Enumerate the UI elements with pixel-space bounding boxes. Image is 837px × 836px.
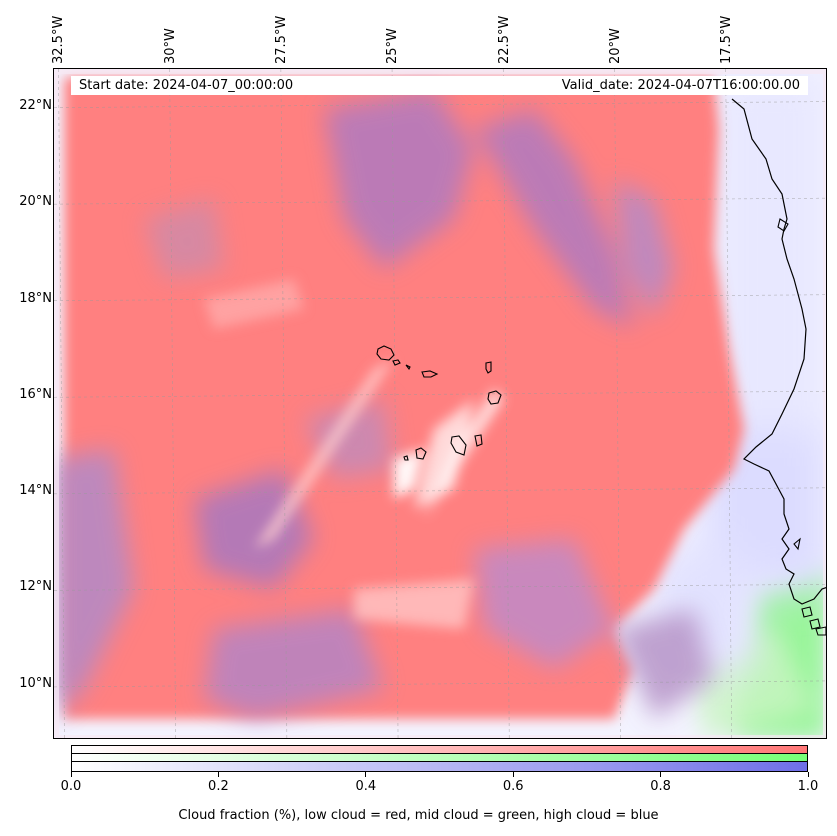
colorbar-tick-label: 0.0 [60, 779, 82, 794]
lon-label-32-5w: 32.5°W [51, 15, 66, 64]
lon-label-30w: 30°W [163, 28, 178, 64]
info-bar: Start date: 2024-04-07_00:00:00 Valid_da… [71, 76, 808, 95]
lat-label-12n: 12°N [19, 579, 52, 594]
start-date-label: Start date: 2024-04-07_00:00:00 [79, 78, 294, 93]
meridian-gridline [280, 69, 288, 738]
colorbar-tick-label: 0.4 [355, 779, 377, 794]
meridian-gridline [391, 69, 399, 738]
lat-label-20n: 20°N [19, 194, 52, 209]
colorbar-tick [217, 772, 219, 777]
colorbar-mid-cloud [72, 754, 807, 762]
island-boa-vista [487, 390, 502, 405]
lat-label-14n: 14°N [19, 483, 52, 498]
island-sal [485, 361, 492, 374]
meridian-gridline [614, 69, 621, 738]
island-santo-antao [376, 345, 395, 361]
meridian-gridline [502, 69, 510, 738]
map-panel[interactable] [53, 68, 827, 739]
bijagos-islands [777, 218, 826, 636]
island-sao-vicente [392, 359, 401, 366]
colorbar [71, 745, 808, 772]
island-sao-nicolau [421, 370, 439, 378]
meridian-gridline [58, 69, 65, 738]
cape-verde-islands [376, 345, 502, 461]
lon-label-22-5w: 22.5°W [497, 15, 512, 64]
colorbar-tick-label: 0.6 [502, 779, 524, 794]
cloud-fraction-map [54, 69, 826, 738]
colorbar-tick-label: 0.2 [208, 779, 229, 794]
lon-label-25w: 25°W [385, 28, 400, 64]
meridian-gridline [725, 69, 732, 738]
colorbar-tick [70, 772, 72, 777]
island-santiago [450, 435, 467, 456]
gridlines [54, 69, 826, 738]
valid-date-label: Valid_date: 2024-04-07T16:00:00.00 [561, 78, 800, 93]
lat-label-16n: 16°N [19, 387, 52, 402]
meridian-gridline [169, 69, 176, 738]
lon-label-17-5w: 17.5°W [719, 15, 734, 64]
colorbar-tick-label: 0.8 [650, 779, 671, 794]
island-santa-luzia [405, 364, 411, 371]
colorbar-tick [512, 772, 514, 777]
colorbar-tick [660, 772, 662, 777]
island-brava [403, 455, 409, 461]
west-africa-coastline [731, 98, 826, 605]
colorbar-tick [365, 772, 367, 777]
lat-label-18n: 18°N [19, 291, 52, 306]
lat-label-10n: 10°N [19, 676, 52, 691]
high-cloud-haze [654, 69, 826, 669]
lon-label-27-5w: 27.5°W [274, 15, 289, 64]
lat-label-22n: 22°N [19, 98, 52, 113]
island-fogo [415, 447, 427, 460]
colorbar-caption: Cloud fraction (%), low cloud = red, mid… [178, 808, 659, 823]
colorbar-tick-label: 1.0 [797, 779, 819, 794]
lon-label-20w: 20°W [608, 28, 623, 64]
colorbar-high-cloud [72, 762, 807, 771]
overlap-cloud-areas [54, 89, 714, 719]
colorbar-tick [807, 772, 809, 777]
colorbar-low-cloud [72, 746, 807, 754]
island-maio [474, 434, 483, 447]
